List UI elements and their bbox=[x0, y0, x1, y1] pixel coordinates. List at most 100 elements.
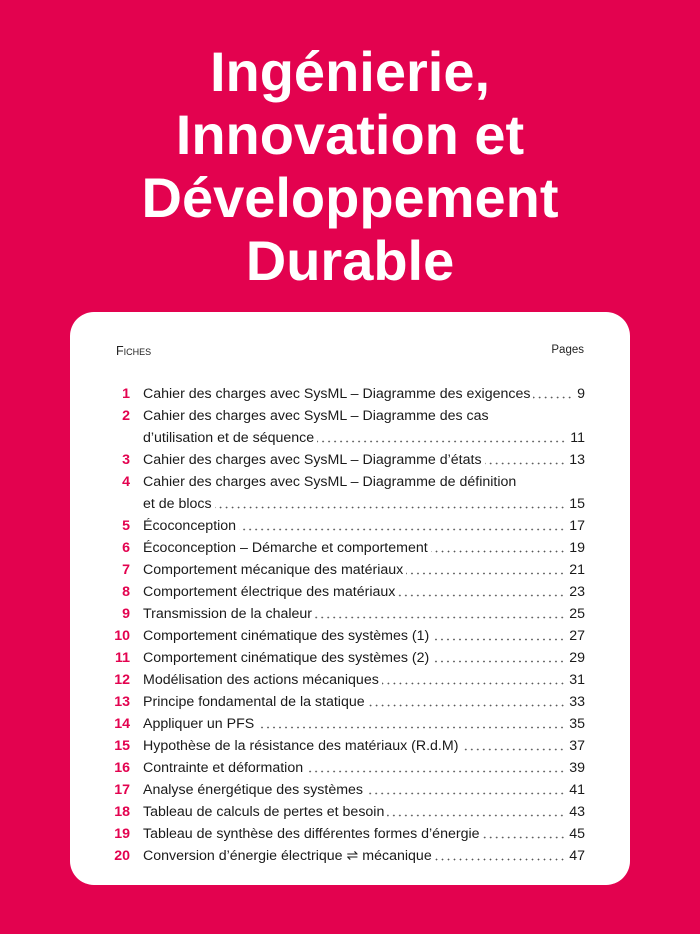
entry-line: Écoconception 17 bbox=[143, 515, 585, 537]
toc-header-right: Pages bbox=[551, 344, 584, 356]
dot-leader bbox=[398, 581, 566, 597]
dot-leader bbox=[306, 757, 566, 773]
entry-page: 25 bbox=[569, 606, 585, 622]
entry-title: Tableau de synthèse des différentes form… bbox=[143, 826, 480, 842]
toc-row: 15 Hypothèse de la résistance des matéria… bbox=[70, 735, 630, 757]
dot-leader bbox=[317, 427, 567, 443]
entry-number: 8 bbox=[122, 584, 130, 600]
entry-line: Comportement mécanique des matériaux 21 bbox=[143, 559, 585, 581]
dot-leader bbox=[381, 669, 566, 685]
entry-page: 37 bbox=[569, 738, 585, 754]
entry-line: et de blocs 15 bbox=[143, 493, 585, 515]
toc-row: 14 Appliquer un PFS 35 bbox=[70, 713, 630, 735]
entry-number: 1 bbox=[122, 386, 130, 402]
toc-row: 7 Comportement mécanique des matériaux 21 bbox=[70, 559, 630, 581]
entry-line: Tableau de calculs de pertes et besoin 43 bbox=[143, 801, 585, 823]
dot-leader bbox=[257, 713, 566, 729]
dot-leader bbox=[214, 493, 566, 509]
entry-page: 39 bbox=[569, 760, 585, 776]
entry-title: Hypothèse de la résistance des matériaux… bbox=[143, 738, 459, 754]
toc-row: 4 Cahier des charges avec SysML – Diagram… bbox=[70, 471, 630, 493]
toc-row: 3 Cahier des charges avec SysML – Diagram… bbox=[70, 449, 630, 471]
entry-page: 23 bbox=[569, 584, 585, 600]
toc-row: 13 Principe fondamental de la statique 33 bbox=[70, 691, 630, 713]
dot-leader bbox=[482, 823, 566, 839]
entry-number: 6 bbox=[122, 540, 130, 556]
title-line: Innovation et bbox=[175, 103, 525, 166]
entry-page: 45 bbox=[569, 826, 585, 842]
entry-number: 19 bbox=[114, 826, 130, 842]
toc-row: 12 Modélisation des actions mécaniques 31 bbox=[70, 669, 630, 691]
toc-header-left: Fiches bbox=[116, 344, 152, 358]
dot-leader bbox=[367, 691, 566, 707]
toc-row: 10 Comportement cinématique des systèmes … bbox=[70, 625, 630, 647]
entry-title: Analyse énergétique des systèmes bbox=[143, 782, 364, 798]
entry-line: Conversion d’énergie électrique ⇌ mécani… bbox=[143, 845, 585, 867]
entry-page: 11 bbox=[570, 430, 585, 446]
dot-leader bbox=[432, 647, 566, 663]
entry-title: Contrainte et déformation bbox=[143, 760, 304, 776]
entry-title: Comportement cinématique des systèmes (2… bbox=[143, 650, 430, 666]
entry-number: 12 bbox=[114, 672, 130, 688]
entry-line: Comportement cinématique des systèmes (1… bbox=[143, 625, 585, 647]
entry-title: Cahier des charges avec SysML – Diagramm… bbox=[143, 408, 489, 424]
entry-line: Analyse énergétique des systèmes 41 bbox=[143, 779, 585, 801]
entry-line: Appliquer un PFS 35 bbox=[143, 713, 585, 735]
toc-row: 19 Tableau de synthèse des différentes fo… bbox=[70, 823, 630, 845]
dot-leader bbox=[432, 625, 566, 641]
entry-title: Modélisation des actions mécaniques bbox=[143, 672, 379, 688]
dot-leader bbox=[434, 845, 566, 861]
dot-leader bbox=[461, 735, 566, 751]
entry-line: Hypothèse de la résistance des matériaux… bbox=[143, 735, 585, 757]
entry-line: Contrainte et déformation 39 bbox=[143, 757, 585, 779]
title: Ingénierie, Innovation et Développement Dur… bbox=[0, 40, 700, 292]
entry-line: Comportement cinématique des systèmes (2… bbox=[143, 647, 585, 669]
toc-row: 11 Comportement cinématique des systèmes … bbox=[70, 647, 630, 669]
entry-page: 41 bbox=[569, 782, 585, 798]
entry-number: 20 bbox=[114, 848, 130, 864]
entry-title: Cahier des charges avec SysML – Diagramm… bbox=[143, 474, 517, 490]
toc-row: 5 Écoconception 17 bbox=[70, 515, 630, 537]
entry-title: et de blocs bbox=[143, 496, 212, 512]
entry-page: 43 bbox=[569, 804, 585, 820]
entry-line: Cahier des charges avec SysML – Diagramm… bbox=[143, 471, 585, 493]
entry-page: 19 bbox=[569, 540, 585, 556]
toc-row: 8 Comportement électrique des matériaux 23 bbox=[70, 581, 630, 603]
entry-number: 4 bbox=[122, 474, 130, 490]
toc-row: 17 Analyse énergétique des systèmes 41 bbox=[70, 779, 630, 801]
entry-title: d’utilisation et de séquence bbox=[143, 430, 315, 446]
toc-list: 1 Cahier des charges avec SysML – Diagram… bbox=[70, 383, 630, 867]
entry-line: Cahier des charges avec SysML – Diagramm… bbox=[143, 449, 585, 471]
entry-title: Cahier des charges avec SysML – Diagramm… bbox=[143, 452, 482, 468]
entry-number: 3 bbox=[122, 452, 130, 468]
toc-row: 20 Conversion d’énergie électrique ⇌ méca… bbox=[70, 845, 630, 867]
entry-title: Principe fondamental de la statique bbox=[143, 694, 365, 710]
entry-page: 15 bbox=[569, 496, 585, 512]
entry-title: Transmission de la chaleur bbox=[143, 606, 313, 622]
entry-title: Comportement cinématique des systèmes (1… bbox=[143, 628, 430, 644]
entry-number: 5 bbox=[122, 518, 130, 534]
entry-line: Tableau de synthèse des différentes form… bbox=[143, 823, 585, 845]
entry-number: 2 bbox=[122, 408, 130, 424]
entry-title: Conversion d’énergie électrique ⇌ mécani… bbox=[143, 848, 432, 864]
entry-line: Comportement électrique des matériaux 23 bbox=[143, 581, 585, 603]
dot-leader bbox=[533, 383, 574, 399]
dot-leader bbox=[430, 537, 566, 553]
entry-number: 18 bbox=[114, 804, 130, 820]
entry-page: 13 bbox=[569, 452, 585, 468]
entry-line: Écoconception – Démarche et comportement… bbox=[143, 537, 585, 559]
dot-leader bbox=[366, 779, 566, 795]
entry-number: 17 bbox=[114, 782, 130, 798]
dot-leader bbox=[387, 801, 566, 817]
title-line: Ingénierie, bbox=[209, 40, 491, 103]
entry-number: 10 bbox=[114, 628, 130, 644]
entry-number: 14 bbox=[114, 716, 130, 732]
title-line: Développement bbox=[141, 166, 559, 229]
entry-number: 7 bbox=[122, 562, 130, 578]
dot-leader bbox=[406, 559, 566, 575]
entry-page: 17 bbox=[569, 518, 585, 534]
entry-page: 47 bbox=[569, 848, 585, 864]
title-line: Durable bbox=[245, 229, 455, 292]
toc-row: d’utilisation et de séquence 11 bbox=[70, 427, 630, 449]
